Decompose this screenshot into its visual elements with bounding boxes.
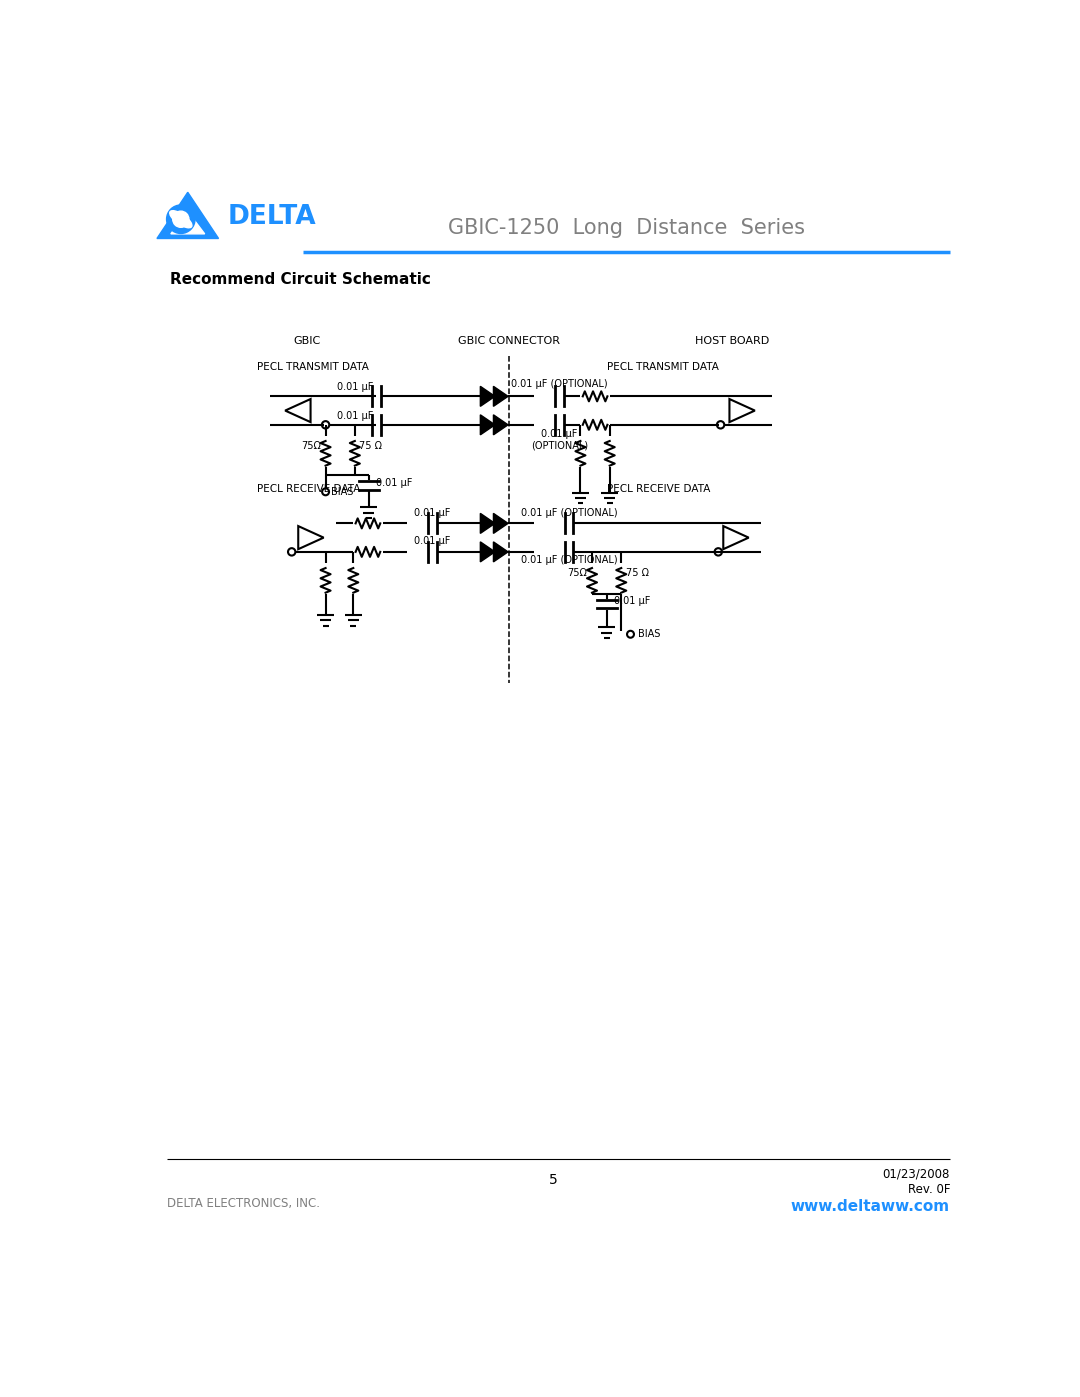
Polygon shape <box>481 387 495 407</box>
Text: 0.01 μF: 0.01 μF <box>337 411 373 420</box>
Text: HOST BOARD: HOST BOARD <box>696 335 769 346</box>
Text: Rev. 0F: Rev. 0F <box>907 1183 950 1196</box>
Text: BIAS: BIAS <box>638 629 661 640</box>
Text: www.deltaww.com: www.deltaww.com <box>791 1199 950 1214</box>
Polygon shape <box>494 513 508 534</box>
Polygon shape <box>171 211 205 233</box>
Polygon shape <box>494 415 508 434</box>
Text: 0.01 μF: 0.01 μF <box>415 536 450 546</box>
Text: 0.01 μF: 0.01 μF <box>337 383 373 393</box>
Polygon shape <box>481 513 495 534</box>
Text: DELTA ELECTRONICS, INC.: DELTA ELECTRONICS, INC. <box>167 1197 320 1210</box>
Text: 5: 5 <box>549 1173 558 1187</box>
Text: 0.01 μF (OPTIONAL): 0.01 μF (OPTIONAL) <box>511 379 608 388</box>
Text: 0.01 μF (OPTIONAL): 0.01 μF (OPTIONAL) <box>521 555 617 564</box>
Ellipse shape <box>170 211 192 228</box>
Text: PECL TRANSMIT DATA: PECL TRANSMIT DATA <box>257 362 369 372</box>
Text: GBIC: GBIC <box>294 335 321 346</box>
Polygon shape <box>481 415 495 434</box>
Polygon shape <box>494 542 508 562</box>
Text: Recommend Circuit Schematic: Recommend Circuit Schematic <box>170 272 431 286</box>
Text: 0.01 μF: 0.01 μF <box>377 478 413 488</box>
Text: 75Ω: 75Ω <box>301 441 321 451</box>
Polygon shape <box>494 387 508 407</box>
Text: PECL TRANSMIT DATA: PECL TRANSMIT DATA <box>607 362 719 372</box>
Text: GBIC-1250  Long  Distance  Series: GBIC-1250 Long Distance Series <box>448 218 806 239</box>
Polygon shape <box>157 193 218 239</box>
Text: 75Ω: 75Ω <box>567 569 588 578</box>
Text: 0.01 μF: 0.01 μF <box>415 507 450 518</box>
Text: 01/23/2008: 01/23/2008 <box>882 1168 950 1180</box>
Text: BIAS: BIAS <box>330 486 353 497</box>
Text: PECL RECEIVE DATA: PECL RECEIVE DATA <box>607 483 711 493</box>
Text: 75 Ω: 75 Ω <box>626 569 649 578</box>
Text: GBIC CONNECTOR: GBIC CONNECTOR <box>458 335 559 346</box>
Circle shape <box>166 205 195 233</box>
Text: PECL RECEIVE DATA: PECL RECEIVE DATA <box>257 483 361 493</box>
Text: 0.01 μF: 0.01 μF <box>615 597 651 606</box>
Text: 0.01 μF (OPTIONAL): 0.01 μF (OPTIONAL) <box>521 507 617 518</box>
Text: 0.01 μF
(OPTIONAL): 0.01 μF (OPTIONAL) <box>531 429 589 450</box>
Text: 75 Ω: 75 Ω <box>360 441 382 451</box>
Text: DELTA: DELTA <box>228 204 316 231</box>
Circle shape <box>173 211 189 228</box>
Polygon shape <box>481 542 495 562</box>
